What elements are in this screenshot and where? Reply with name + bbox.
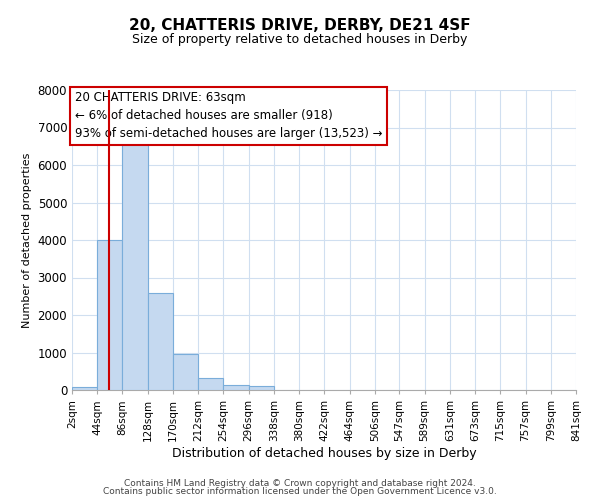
- Bar: [248, 386, 274, 390]
- Bar: [72, 388, 97, 390]
- Text: 20, CHATTERIS DRIVE, DERBY, DE21 4SF: 20, CHATTERIS DRIVE, DERBY, DE21 4SF: [129, 18, 471, 32]
- Bar: [97, 240, 122, 390]
- Bar: [148, 292, 173, 390]
- X-axis label: Distribution of detached houses by size in Derby: Distribution of detached houses by size …: [172, 446, 476, 460]
- Text: Contains HM Land Registry data © Crown copyright and database right 2024.: Contains HM Land Registry data © Crown c…: [124, 478, 476, 488]
- Bar: [223, 386, 248, 390]
- Bar: [122, 144, 148, 390]
- Text: 20 CHATTERIS DRIVE: 63sqm
← 6% of detached houses are smaller (918)
93% of semi-: 20 CHATTERIS DRIVE: 63sqm ← 6% of detach…: [74, 92, 382, 140]
- Bar: [198, 378, 223, 390]
- Text: Contains public sector information licensed under the Open Government Licence v3: Contains public sector information licen…: [103, 487, 497, 496]
- Text: Size of property relative to detached houses in Derby: Size of property relative to detached ho…: [133, 32, 467, 46]
- Bar: [173, 354, 198, 390]
- Y-axis label: Number of detached properties: Number of detached properties: [22, 152, 32, 328]
